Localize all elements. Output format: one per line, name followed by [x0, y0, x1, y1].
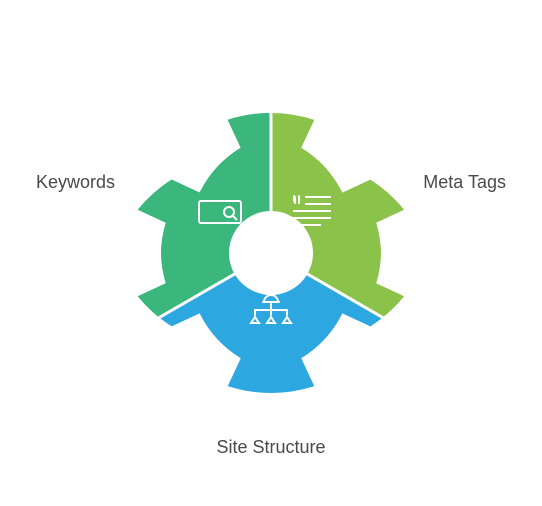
- center-hole: [229, 211, 313, 295]
- seo-gear-diagram: Keywords Meta Tags Site Structure: [0, 0, 542, 506]
- gear-graphic: [121, 103, 421, 403]
- label-sitestructure: Site Structure: [216, 437, 325, 458]
- label-keywords: Keywords: [36, 172, 115, 193]
- label-metatags: Meta Tags: [423, 172, 506, 193]
